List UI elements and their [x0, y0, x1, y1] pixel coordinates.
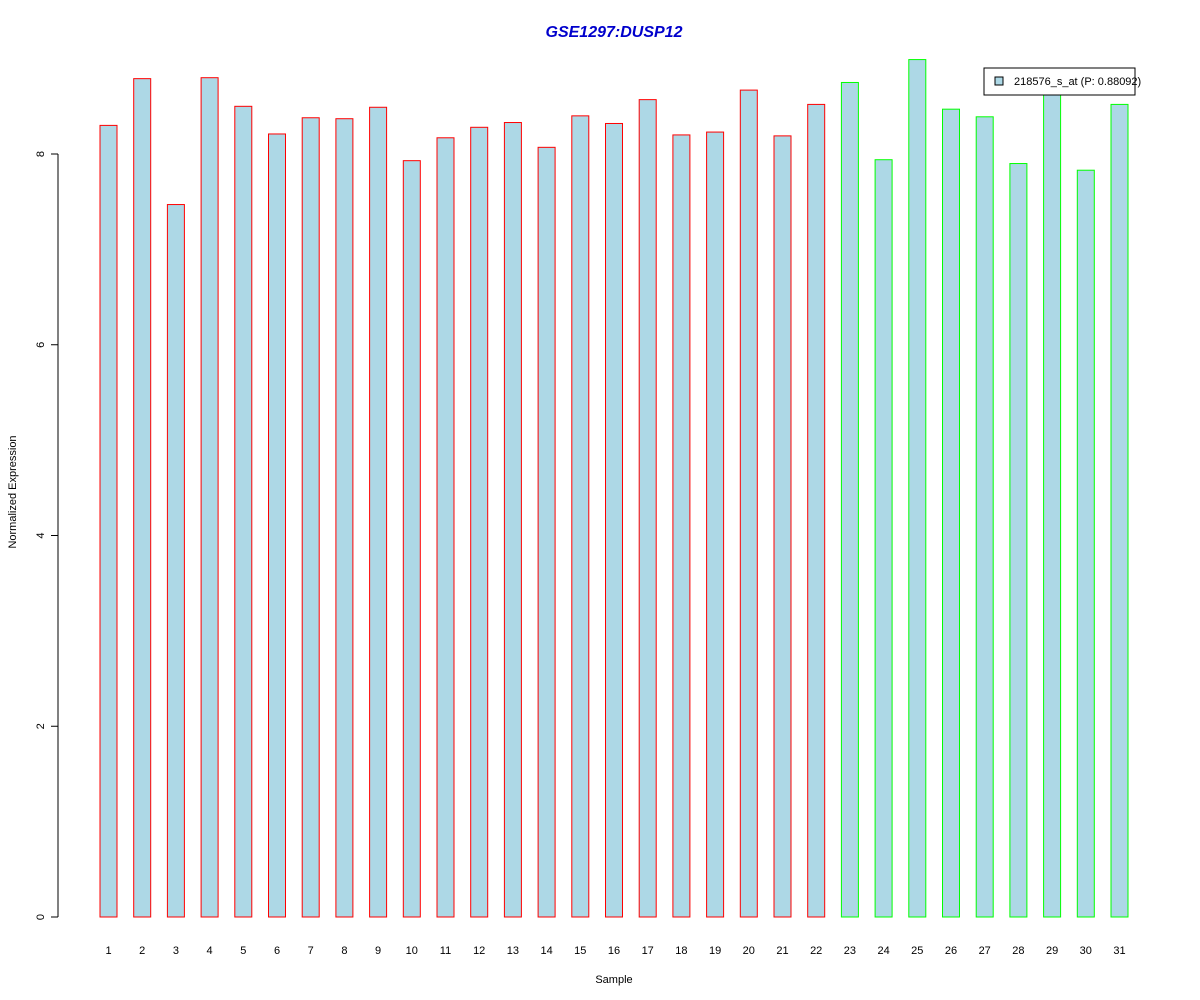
bar — [1076, 169, 1095, 918]
x-tick-label: 12 — [473, 945, 485, 957]
x-tick-label: 27 — [979, 945, 991, 957]
bar — [1043, 93, 1062, 918]
x-tick-label: 6 — [274, 945, 280, 957]
y-tick-label: 8 — [35, 151, 47, 157]
bar — [706, 131, 725, 918]
bar — [369, 106, 388, 918]
bar — [335, 118, 354, 918]
x-tick-labels: 1 2 3 4 5 6 7 8 9 10 11 12 13 14 15 16 17 18 19 20 21 22 23 24 2… — [105, 945, 1125, 957]
bar — [571, 115, 590, 918]
bar — [739, 89, 758, 918]
x-tick-label: 9 — [375, 945, 381, 957]
bar — [942, 108, 960, 918]
x-tick-label: 15 — [574, 945, 586, 957]
legend-label: 218576_s_at (P: 0.88092) — [1014, 76, 1141, 88]
x-tick-label: 8 — [341, 945, 347, 957]
bar — [773, 135, 792, 918]
bar — [638, 99, 657, 918]
bar — [975, 116, 994, 918]
bar — [470, 126, 489, 918]
bar — [807, 103, 826, 918]
bar — [402, 160, 421, 918]
bars-group — [99, 59, 1129, 918]
bar — [1009, 163, 1028, 918]
x-tick-label: 17 — [642, 945, 654, 957]
x-tick-label: 20 — [743, 945, 755, 957]
x-tick-label: 31 — [1113, 945, 1125, 957]
bar — [537, 146, 556, 918]
y-tick-label: 6 — [35, 342, 47, 348]
bar — [436, 137, 455, 918]
x-tick-label: 10 — [406, 945, 418, 957]
bar — [234, 105, 253, 918]
y-tick-label: 4 — [35, 532, 47, 538]
bar — [503, 122, 522, 918]
bar — [1110, 103, 1129, 918]
legend-box — [983, 67, 1136, 96]
x-tick-label: 30 — [1080, 945, 1092, 957]
x-tick-label: 13 — [507, 945, 519, 957]
x-tick-label: 23 — [844, 945, 856, 957]
x-tick-label: 22 — [810, 945, 822, 957]
bar — [133, 78, 152, 918]
x-tick-label: 21 — [776, 945, 788, 957]
x-tick-label: 7 — [308, 945, 314, 957]
x-tick-label: 16 — [608, 945, 620, 957]
x-axis-label: Sample — [595, 974, 632, 986]
bar — [672, 134, 691, 918]
x-tick-label: 18 — [675, 945, 687, 957]
y-tick-label: 0 — [35, 914, 47, 920]
bar — [908, 59, 927, 918]
x-tick-label: 3 — [173, 945, 179, 957]
legend: 218576_s_at (P: 0.88092) — [983, 67, 1141, 96]
x-tick-label: 19 — [709, 945, 721, 957]
x-tick-label: 28 — [1012, 945, 1024, 957]
x-tick-label: 29 — [1046, 945, 1058, 957]
x-tick-label: 11 — [440, 945, 451, 957]
x-tick-label: 2 — [139, 945, 145, 957]
x-tick-label: 26 — [945, 945, 957, 957]
x-tick-label: 24 — [877, 945, 889, 957]
y-axis: 0 2 4 6 8 — [35, 151, 59, 920]
x-tick-label: 4 — [207, 945, 213, 957]
bar — [200, 77, 219, 918]
bar — [99, 124, 118, 918]
y-tick-label: 2 — [35, 723, 47, 729]
chart-title: GSE1297:DUSP12 — [546, 24, 683, 41]
bar — [166, 204, 185, 918]
bar — [840, 81, 859, 918]
bar — [301, 117, 320, 918]
x-tick-label: 1 — [105, 945, 111, 957]
bar — [874, 159, 893, 918]
x-tick-label: 25 — [911, 945, 923, 957]
x-tick-label: 5 — [240, 945, 246, 957]
legend-swatch — [994, 76, 1004, 86]
x-tick-label: 14 — [540, 945, 552, 957]
bar — [605, 122, 623, 918]
bar — [268, 133, 286, 918]
y-axis-label: Normalized Expression — [7, 435, 19, 548]
